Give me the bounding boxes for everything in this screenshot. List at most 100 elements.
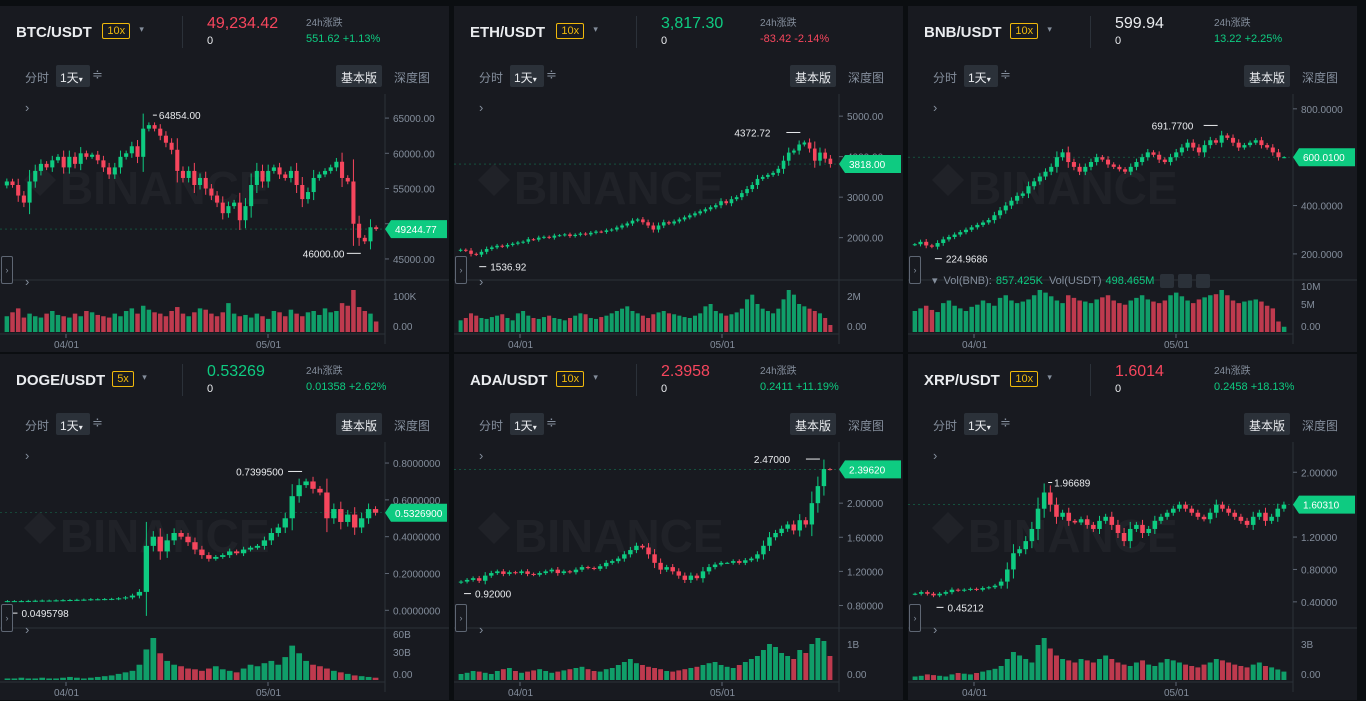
basic-view-button[interactable]: 基本版 (789, 413, 836, 435)
side-panel-toggle[interactable]: › (1, 604, 13, 632)
interval-tab-time[interactable]: 分时 (933, 71, 958, 85)
depth-chart-tab[interactable]: 深度图 (847, 71, 884, 85)
expand-volume-legend-icon[interactable]: › (933, 622, 938, 637)
volume-bar (670, 671, 676, 680)
volume-bar (812, 311, 817, 332)
basic-view-button[interactable]: 基本版 (335, 413, 382, 435)
volume-bar (163, 316, 169, 332)
expand-legend-icon[interactable]: › (479, 100, 484, 115)
volume-bar (358, 676, 365, 680)
volume-bar (1105, 295, 1111, 332)
basic-view-button[interactable]: 基本版 (789, 65, 836, 87)
volume-bar (106, 317, 112, 332)
expand-volume-legend-icon[interactable]: › (25, 274, 30, 289)
symbol-dropdown-icon[interactable]: ▾ (593, 372, 598, 382)
candlestick-chart[interactable]: 2.000001.600001.200000.800000.40000BINAN… (908, 442, 1357, 700)
eye-icon[interactable] (1160, 274, 1175, 289)
candle-body (1066, 512, 1072, 521)
candlestick-chart[interactable]: 5000.004000.003000.002000.00BINANCE4372.… (454, 94, 903, 352)
expand-volume-legend-icon[interactable]: › (479, 622, 484, 637)
side-panel-toggle[interactable]: › (1, 256, 13, 284)
expand-legend-icon[interactable]: › (25, 100, 30, 115)
indicator-settings-icon[interactable]: ≑ (546, 415, 557, 430)
indicator-settings-icon[interactable]: ≑ (92, 67, 103, 82)
volume-bar (578, 313, 583, 332)
indicator-settings-icon[interactable]: ≑ (1000, 415, 1011, 430)
y-tick-label: 0.0000000 (393, 606, 441, 617)
timeframe-select[interactable]: 1天▾ (964, 65, 998, 87)
volume-bar (1009, 300, 1014, 332)
candle-body (591, 567, 597, 569)
indicator-settings-icon[interactable]: ≑ (546, 67, 557, 82)
depth-chart-tab[interactable]: 深度图 (393, 71, 430, 85)
symbol-label[interactable]: ADA/USDT (470, 372, 548, 389)
side-panel-toggle[interactable]: › (909, 256, 921, 284)
depth-chart-tab[interactable]: 深度图 (1301, 71, 1338, 85)
symbol-dropdown-icon[interactable]: ▾ (593, 24, 598, 34)
candlestick-chart[interactable]: 800.0000600.0000400.0000200.0000BINANCE6… (908, 94, 1357, 352)
close-icon[interactable] (1196, 274, 1211, 289)
expand-legend-icon[interactable]: › (25, 448, 30, 463)
timeframe-select[interactable]: 1天▾ (510, 65, 544, 87)
timeframe-select[interactable]: 1天▾ (56, 65, 90, 87)
expand-volume-legend-icon[interactable]: › (25, 622, 30, 637)
side-panel-toggle[interactable]: › (455, 604, 467, 632)
symbol-dropdown-icon[interactable]: ▾ (1047, 24, 1052, 34)
candle-body (622, 554, 627, 559)
symbol-dropdown-icon[interactable]: ▾ (1047, 372, 1052, 382)
candle-body (929, 245, 934, 247)
timeframe-select[interactable]: 1天▾ (510, 413, 544, 435)
volume-bar (1060, 303, 1065, 332)
symbol-dropdown-icon[interactable]: ▾ (142, 372, 147, 382)
symbol-label[interactable]: BNB/USDT (924, 24, 1002, 41)
symbol-label[interactable]: DOGE/USDT (16, 372, 106, 389)
indicator-settings-icon[interactable]: ≑ (92, 415, 103, 430)
timeframe-select[interactable]: 1天▾ (56, 413, 90, 435)
candlestick-chart[interactable]: 0.8000000 0.6000000 0.4000000 0.2000000 0.00… (0, 442, 449, 700)
basic-view-button[interactable]: 基本版 (1243, 65, 1290, 87)
candlestick-chart[interactable]: 65000.0060000.0055000.0050000.0045000.00… (0, 94, 449, 352)
volume-bar (1232, 664, 1238, 680)
expand-legend-icon[interactable]: › (479, 448, 484, 463)
symbol-label[interactable]: ETH/USDT (470, 24, 545, 41)
volume-bar (661, 311, 666, 332)
interval-tab-time[interactable]: 分时 (25, 419, 50, 433)
interval-tab-time[interactable]: 分时 (933, 419, 958, 433)
timeframe-caret-icon: ▾ (986, 75, 991, 84)
collapse-volume-icon[interactable]: ▾ (932, 275, 938, 287)
volume-tick-label: 0.00 (1301, 322, 1321, 333)
y-tick-label: 200.0000 (1301, 250, 1343, 261)
symbol-label[interactable]: XRP/USDT (924, 372, 1000, 389)
depth-chart-tab[interactable]: 深度图 (393, 419, 430, 433)
volume-bar (1017, 655, 1023, 680)
timeframe-select[interactable]: 1天▾ (964, 413, 998, 435)
expand-volume-legend-icon[interactable]: › (479, 274, 484, 289)
depth-chart-tab[interactable]: 深度图 (847, 419, 884, 433)
volume-bar (730, 668, 736, 680)
candlestick-chart[interactable]: 2.00000 1.60000 1.20000 0.80000 BINANCE 2.470… (454, 442, 903, 700)
interval-tab-time[interactable]: 分时 (479, 71, 504, 85)
expand-legend-icon[interactable]: › (933, 100, 938, 115)
basic-view-button[interactable]: 基本版 (335, 65, 382, 87)
interval-tab-time[interactable]: 分时 (479, 419, 504, 433)
side-panel-toggle[interactable]: › (909, 604, 921, 632)
divider (182, 364, 183, 396)
last-price-tag (1293, 148, 1355, 167)
symbol-dropdown-icon[interactable]: ▾ (139, 24, 144, 34)
y-tick-label: 0.4000000 (393, 533, 441, 544)
low-price-label: 224.9686 (946, 255, 988, 266)
indicator-settings-icon[interactable]: ≑ (1000, 67, 1011, 82)
settings-icon[interactable] (1178, 274, 1193, 289)
candle-body (220, 202, 225, 214)
depth-chart-tab[interactable]: 深度图 (1301, 419, 1338, 433)
side-panel-toggle[interactable]: › (455, 256, 467, 284)
candle-body (84, 153, 89, 157)
candle-body (158, 128, 163, 136)
volume-bar (1048, 296, 1054, 332)
basic-view-button[interactable]: 基本版 (1243, 413, 1290, 435)
symbol-label[interactable]: BTC/USDT (16, 24, 92, 41)
interval-tab-time[interactable]: 分时 (25, 71, 50, 85)
expand-legend-icon[interactable]: › (933, 448, 938, 463)
y-tick-label: 0.6000000 (393, 496, 441, 507)
volume-bar (296, 653, 303, 680)
